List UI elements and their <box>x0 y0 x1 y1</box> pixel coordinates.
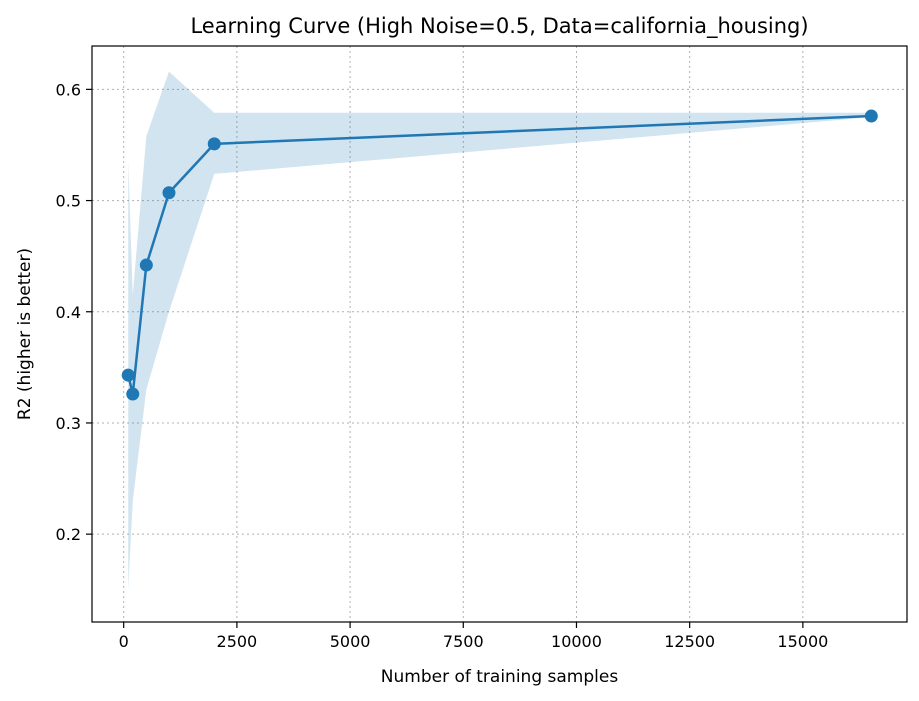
plot-frame <box>91 45 908 623</box>
data-point <box>207 137 221 151</box>
x-tick-label: 5000 <box>330 632 371 651</box>
y-tick-label: 0.5 <box>56 192 81 211</box>
confidence-band-layer <box>128 71 872 590</box>
grid-layer <box>92 46 907 622</box>
y-tick-label: 0.3 <box>56 414 81 433</box>
x-tick-label: 15000 <box>777 632 828 651</box>
x-tick-label: 12500 <box>664 632 715 651</box>
data-point <box>864 109 878 123</box>
y-tick-label: 0.6 <box>56 80 81 99</box>
data-point <box>121 368 135 382</box>
y-axis-label: R2 (higher is better) <box>15 248 35 420</box>
confidence-band <box>128 71 872 590</box>
y-tick-label: 0.4 <box>56 303 81 322</box>
x-axis-label: Number of training samples <box>381 667 619 687</box>
x-tick-label: 2500 <box>217 632 258 651</box>
data-point-layer <box>121 109 878 401</box>
data-point <box>162 186 176 200</box>
x-tick-label: 7500 <box>443 632 484 651</box>
data-point <box>139 258 153 272</box>
data-point <box>126 387 140 401</box>
y-tick-label: 0.2 <box>56 525 81 544</box>
tick-layer: 0 2500 5000 7500 10000 12500 15000 0.2 0.3 0.4 0.5… <box>56 80 829 651</box>
chart-title: Learning Curve (High Noise=0.5, Data=cal… <box>190 14 808 39</box>
x-tick-label: 0 <box>119 632 129 651</box>
x-tick-label: 10000 <box>551 632 602 651</box>
